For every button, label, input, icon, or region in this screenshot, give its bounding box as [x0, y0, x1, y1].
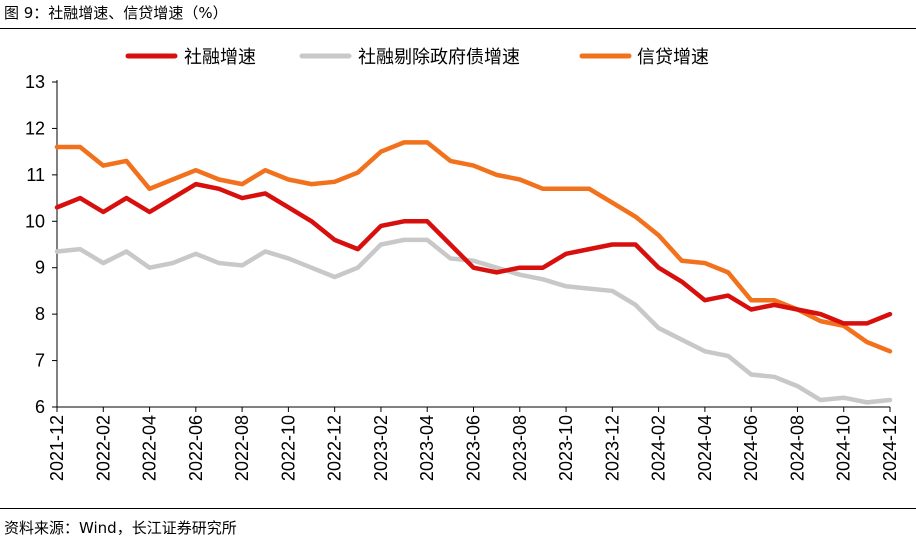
x-tick-label: 2023-12 — [602, 415, 622, 481]
x-tick-label: 2024-12 — [880, 415, 900, 481]
top-rule — [0, 28, 916, 29]
x-tick-label: 2024-02 — [649, 415, 669, 481]
chart: 社融增速 社融剔除政府债增速 信贷增速 6 7 8 9 10 11 12 13 2021-12 202… — [25, 47, 900, 481]
x-tick-label: 2023-04 — [417, 415, 437, 481]
legend-label: 信贷增速 — [637, 47, 709, 68]
x-tick-label: 2024-08 — [787, 415, 807, 481]
x-tick-label: 2022-02 — [93, 415, 113, 481]
y-tick-label: 9 — [35, 258, 45, 278]
x-tick-label: 2023-02 — [371, 415, 391, 481]
legend-label: 社融增速 — [184, 47, 256, 68]
series-layer — [54, 140, 893, 405]
x-tick-label: 2022-10 — [278, 415, 298, 481]
y-tick-label: 6 — [35, 397, 45, 417]
x-tick-label: 2024-06 — [741, 415, 761, 481]
legend-item-credit: 信贷增速 — [579, 47, 709, 68]
y-tick-label: 8 — [35, 304, 45, 324]
x-tick-label: 2024-04 — [695, 415, 715, 481]
series-credit-line — [54, 140, 893, 354]
figure-title: 图 9：社融增速、信贷增速（%） — [4, 4, 228, 22]
bottom-rule — [0, 508, 916, 509]
legend: 社融增速 社融剔除政府债增速 信贷增速 — [125, 47, 709, 68]
x-tick-label: 2021-12 — [47, 415, 67, 481]
x-tick-label: 2022-12 — [325, 415, 345, 481]
legend-label: 社融剔除政府债增速 — [358, 47, 520, 68]
x-tick-label: 2023-10 — [556, 415, 576, 481]
y-tick-label: 7 — [35, 351, 45, 371]
x-tick-label: 2023-06 — [464, 415, 484, 481]
y-tick-label: 13 — [25, 72, 45, 92]
y-tick-label: 10 — [25, 211, 45, 231]
x-tick-label: 2022-06 — [186, 415, 206, 481]
legend-item-shehui: 社融增速 — [125, 47, 256, 68]
y-tick-label: 12 — [25, 118, 45, 138]
x-tick-label: 2022-04 — [140, 415, 160, 481]
x-tick-label: 2023-08 — [510, 415, 530, 481]
legend-item-ex-govbond: 社融剔除政府债增速 — [299, 47, 520, 68]
axes: 6 7 8 9 10 11 12 13 2021-12 2022-02 2022-04 2022-06… — [25, 72, 900, 481]
series-ex-govbond-line — [54, 237, 893, 405]
x-tick-label: 2024-10 — [834, 415, 854, 481]
x-tick-label: 2022-08 — [232, 415, 252, 481]
series-shehui-line — [54, 181, 893, 326]
y-tick-label: 11 — [26, 165, 45, 185]
source-note: 资料来源：Wind，长江证券研究所 — [4, 519, 237, 537]
